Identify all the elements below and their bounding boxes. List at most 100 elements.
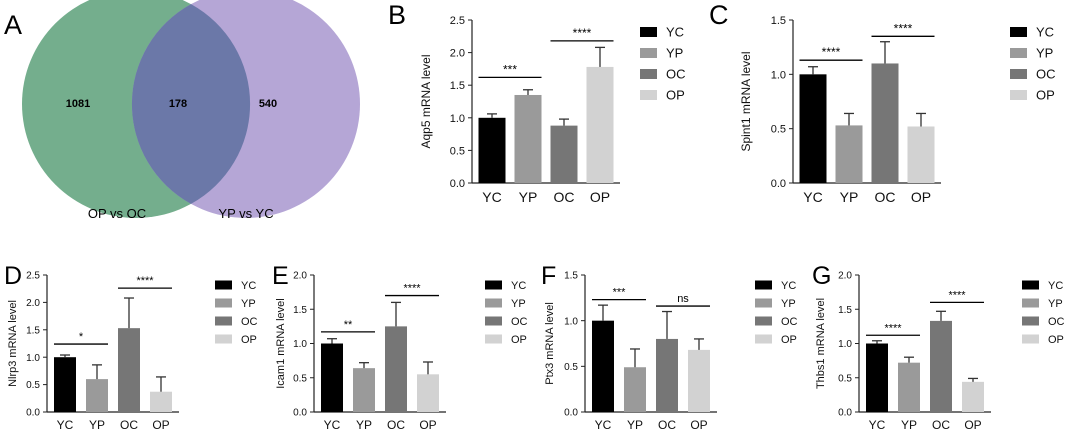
legend-swatch-oc [485, 316, 502, 326]
bar-yc [54, 357, 76, 412]
category-label: OC [120, 418, 138, 430]
y-tick-label: 1.5 [838, 305, 852, 316]
category-label: YC [869, 418, 886, 430]
bar-panel-b: B 0.0 0.5 1.0 1.5 2.0 2.5 Aqp5 mRNA level YC YP OC… [388, 0, 686, 205]
legend-label-yp: YP [666, 46, 683, 61]
y-tick-label: 0.0 [450, 178, 465, 190]
legend-swatch-yc [640, 27, 657, 37]
legend-swatch-yp [1010, 48, 1027, 58]
legend-swatch-oc [1010, 69, 1027, 79]
bar-oc [118, 328, 140, 412]
y-tick-label: 0.5 [771, 124, 786, 136]
category-label: OC [932, 418, 950, 430]
y-tick-label: 1.5 [450, 80, 465, 92]
panel-letter-g: G [812, 262, 831, 290]
bar-op [962, 381, 984, 412]
category-label: OP [419, 418, 436, 430]
category-label: YP [89, 418, 105, 430]
category-label: YC [482, 189, 501, 205]
y-tick-label: 2.5 [26, 271, 40, 282]
significance-label: ns [677, 293, 689, 305]
y-tick-label: 1.0 [293, 339, 307, 350]
y-tick-label: 1.5 [771, 15, 786, 27]
category-label: OP [690, 418, 707, 430]
significance-label: * [79, 331, 84, 343]
bar-yc [866, 343, 888, 412]
panel-letter-c: C [709, 0, 729, 30]
legend-label-op: OP [1036, 88, 1055, 103]
legend-swatch-yc [1010, 27, 1027, 37]
y-tick-label: 2.0 [450, 48, 465, 60]
y-tick-label: 0.5 [293, 373, 307, 384]
bar-panel-e: E 0.0 0.5 1.0 1.5 2.0 Icam1 mRNA level YC YP OC OP… [272, 262, 528, 430]
y-tick-label: 0.5 [838, 373, 852, 384]
legend-swatch-yc [485, 280, 502, 290]
y-tick-label: 1.0 [771, 69, 786, 81]
bar-oc [385, 326, 407, 412]
category-label: YP [627, 418, 643, 430]
y-tick-label: 1.0 [26, 353, 40, 364]
legend-label-yp: YP [511, 298, 526, 310]
significance-label: **** [948, 289, 966, 301]
significance-label: **** [884, 322, 902, 334]
bar-yp [624, 367, 646, 412]
category-label: YP [356, 418, 372, 430]
legend-swatch-op [215, 334, 232, 344]
category-label: YC [803, 189, 822, 205]
venn-overlap-count: 178 [169, 98, 187, 110]
legend-swatch-op [1010, 90, 1027, 100]
bar-panel-c: C 0.0 0.5 1.0 1.5 Spint1 mRNA level YC YP OC OP **… [709, 0, 1056, 205]
legend-swatch-yp [215, 298, 232, 308]
legend-swatch-op [755, 334, 772, 344]
venn-right-count: 540 [259, 98, 277, 110]
legend-label-op: OP [511, 334, 527, 346]
legend-swatch-op [1022, 334, 1039, 344]
category-label: YP [901, 418, 917, 430]
legend-label-yc: YC [781, 280, 796, 292]
bar-panel-d: D 0.0 0.5 1.0 1.5 2.0 2.5 Nlrp3 mRNA level YC YP O… [4, 262, 258, 430]
legend-label-yc: YC [666, 25, 684, 40]
y-tick-label: 0.5 [26, 380, 40, 391]
legend-swatch-yc [755, 280, 772, 290]
legend-label-yc: YC [1048, 280, 1063, 292]
legend-swatch-yp [640, 48, 657, 58]
legend-swatch-oc [1022, 316, 1039, 326]
legend-label-yp: YP [1048, 298, 1063, 310]
legend-swatch-oc [215, 316, 232, 326]
venn-left-count: 1081 [66, 98, 90, 110]
legend-label-yc: YC [1036, 25, 1054, 40]
category-label: OP [964, 418, 981, 430]
legend-label-oc: OC [1036, 67, 1056, 82]
y-tick-label: 2.5 [450, 15, 465, 27]
legend-swatch-oc [640, 69, 657, 79]
legend-swatch-yp [485, 298, 502, 308]
category-label: YC [57, 418, 74, 430]
bar-yc [321, 343, 343, 412]
category-label: OC [387, 418, 405, 430]
legend-swatch-yc [215, 280, 232, 290]
panel-letter-e: E [272, 262, 289, 290]
category-label: OC [554, 189, 575, 205]
category-label: OC [875, 189, 896, 205]
category-label: YC [595, 418, 612, 430]
legend-swatch-op [485, 334, 502, 344]
legend-label-op: OP [666, 88, 685, 103]
y-axis-label: Spint1 mRNA level [739, 51, 753, 151]
category-label: YP [840, 189, 859, 205]
legend-label-yc: YC [241, 280, 256, 292]
category-label: YC [324, 418, 341, 430]
bar-yc [592, 320, 614, 412]
legend-label-yp: YP [781, 298, 796, 310]
y-axis-label: Nlrp3 mRNA level [7, 300, 19, 387]
bar-yp [353, 368, 375, 412]
y-axis-label: Thbs1 mRNA level [815, 298, 827, 389]
bar-panel-g: G 0.0 0.5 1.0 1.5 2.0 Thbs1 mRNA level YC YP OC OP… [812, 262, 1065, 430]
bar-yc [799, 74, 827, 183]
panel-letter-a: A [4, 10, 22, 40]
legend-label-yp: YP [1036, 46, 1053, 61]
y-tick-label: 1.0 [838, 339, 852, 350]
bar-oc [550, 125, 578, 183]
venn-panel-a: A 1081 178 540 OP vs OC YP vs YC [4, 0, 360, 221]
legend-swatch-yp [1022, 298, 1039, 308]
